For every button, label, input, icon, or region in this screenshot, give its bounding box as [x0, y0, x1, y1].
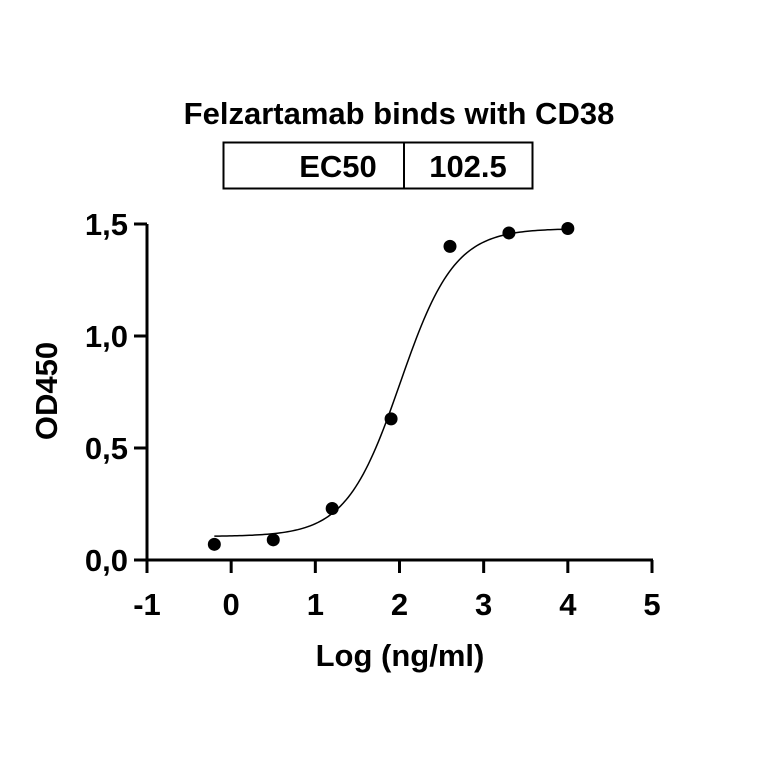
data-point [561, 221, 575, 235]
data-point [502, 226, 516, 240]
y-tick-label: 1,0 [85, 319, 128, 354]
x-tick-label: 4 [559, 587, 577, 622]
y-axis-label: OD450 [29, 342, 64, 440]
ec50-table-border [222, 141, 534, 190]
y-tick-label: 0,0 [85, 543, 128, 578]
data-point [384, 412, 398, 426]
ec50-table: EC50 102.5 [222, 141, 534, 190]
y-tick-label: 0,5 [85, 431, 128, 466]
chart-title: Felzartamab binds with CD38 [184, 96, 615, 131]
x-ticks: -1 0 1 2 3 4 5 [133, 560, 661, 622]
x-tick-label: 0 [223, 587, 240, 622]
x-tick-label: -1 [133, 587, 161, 622]
x-tick-label: 3 [475, 587, 492, 622]
y-ticks: 0,0 0,5 1,0 1,5 [85, 207, 147, 578]
x-tick-label: 1 [307, 587, 324, 622]
data-point [325, 501, 339, 515]
fit-curve [214, 228, 568, 537]
x-axis-label: Log (ng/ml) [316, 638, 485, 673]
ec50-value: 102.5 [429, 149, 507, 184]
axes [145, 224, 653, 562]
data-point [266, 533, 280, 547]
x-tick-label: 5 [643, 587, 660, 622]
ec50-label: EC50 [299, 149, 377, 184]
data-point [443, 239, 457, 253]
data-point [207, 537, 221, 551]
y-tick-label: 1,5 [85, 207, 128, 242]
x-tick-label: 2 [391, 587, 408, 622]
data-points [207, 221, 575, 551]
